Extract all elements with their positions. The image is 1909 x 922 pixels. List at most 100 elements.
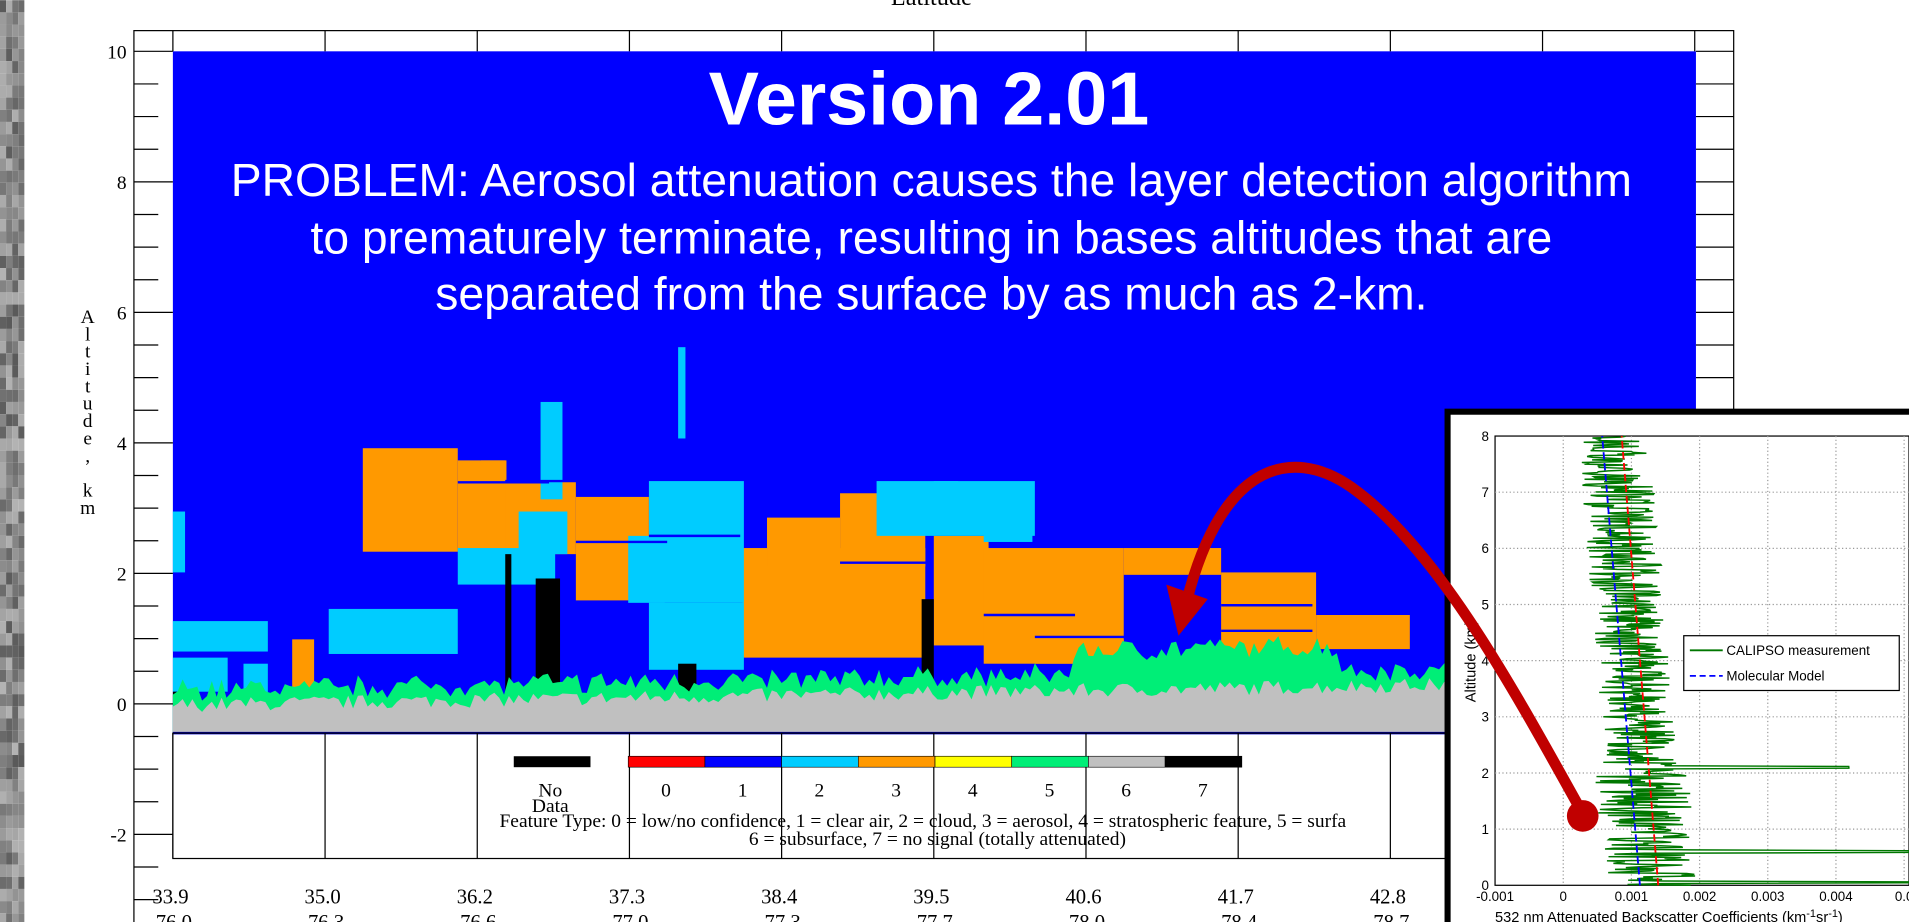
inset-x-tick-label: 0.0: [1895, 889, 1909, 904]
texture-cell: [6, 256, 12, 268]
texture-cell: [18, 512, 24, 524]
legend-label: 5: [1045, 780, 1055, 801]
texture-cell: [0, 183, 6, 195]
feature-block: [173, 512, 185, 573]
texture-cell: [12, 341, 18, 353]
texture-cell: [6, 244, 12, 256]
x-tick-label: -76.6: [453, 912, 496, 922]
texture-cell: [0, 390, 6, 402]
feature-block: [678, 347, 685, 438]
texture-cell: [12, 110, 18, 122]
x-tick-label: 35.0: [305, 887, 341, 909]
texture-cell: [0, 779, 6, 791]
texture-cell: [6, 524, 12, 536]
texture-cell: [0, 633, 6, 645]
legend-swatch: [705, 756, 782, 767]
inset-y-tick-label: 1: [1482, 822, 1489, 837]
texture-cell: [18, 779, 24, 791]
texture-cell: [18, 122, 24, 134]
texture-cell: [0, 865, 6, 877]
texture-cell: [12, 816, 18, 828]
texture-cell: [6, 37, 12, 49]
texture-cell: [6, 353, 12, 365]
texture-cell: [0, 353, 6, 365]
inset-y-tick-label: 8: [1482, 429, 1489, 444]
inset-x-axis-title: 532 nm Attenuated Backscatter Coefficien…: [1495, 908, 1843, 922]
texture-cell: [18, 365, 24, 377]
texture-cell: [6, 232, 12, 244]
texture-cell: [18, 341, 24, 353]
texture-cell: [6, 49, 12, 61]
texture-cell: [0, 280, 6, 292]
texture-cell: [12, 85, 18, 97]
texture-cell: [0, 207, 6, 219]
label-part: sr: [1816, 910, 1828, 922]
texture-cell: [18, 85, 24, 97]
x-tick-label: -78.7: [1366, 912, 1409, 922]
texture-cell: [18, 475, 24, 487]
texture-cell: [12, 682, 18, 694]
texture-cell: [18, 487, 24, 499]
texture-cell: [6, 305, 12, 317]
texture-cell: [0, 110, 6, 122]
problem-text: to prematurely terminate, resulting in b…: [311, 211, 1553, 263]
texture-cell: [12, 146, 18, 158]
texture-cell: [18, 268, 24, 280]
texture-cell: [6, 98, 12, 110]
texture-cell: [18, 329, 24, 341]
texture-cell: [12, 743, 18, 755]
feature-block: [934, 481, 958, 518]
texture-cell: [18, 232, 24, 244]
texture-cell: [6, 414, 12, 426]
texture-cell: [0, 792, 6, 804]
texture-cell: [6, 694, 12, 706]
texture-cell: [0, 134, 6, 146]
texture-cell: [0, 12, 6, 24]
texture-cell: [12, 451, 18, 463]
texture-cell: [0, 475, 6, 487]
texture-cell: [6, 268, 12, 280]
texture-cell: [12, 390, 18, 402]
texture-cell: [6, 840, 12, 852]
arrow-origin: [1567, 800, 1599, 832]
texture-cell: [12, 645, 18, 657]
texture-cell: [12, 792, 18, 804]
y-tick-label: 0: [117, 695, 127, 716]
texture-cell: [18, 414, 24, 426]
texture-cell: [18, 658, 24, 670]
texture-cell: [12, 658, 18, 670]
x-tick-label: -78.0: [1062, 912, 1105, 922]
inset-x-tick-label: 0.004: [1819, 889, 1853, 904]
inset-x-tick-label: 0: [1560, 889, 1567, 904]
texture-cell: [6, 390, 12, 402]
legend-swatch: [1165, 756, 1242, 767]
texture-cell: [0, 0, 6, 12]
texture-cell: [18, 146, 24, 158]
texture-cell: [0, 804, 6, 816]
problem-text: separated from the surface by as much as…: [435, 267, 1427, 319]
texture-cell: [6, 402, 12, 414]
feature-block: [1316, 615, 1410, 649]
texture-cell: [18, 134, 24, 146]
texture-cell: [18, 438, 24, 450]
texture-cell: [0, 365, 6, 377]
legend-swatch: [782, 756, 859, 767]
texture-cell: [12, 597, 18, 609]
texture-cell: [12, 901, 18, 913]
texture-cell: [0, 317, 6, 329]
texture-cell: [12, 438, 18, 450]
texture-cell: [0, 670, 6, 682]
texture-cell: [0, 548, 6, 560]
texture-cell: [6, 828, 12, 840]
texture-cell: [18, 877, 24, 889]
texture-cell: [0, 524, 6, 536]
texture-cell: [0, 536, 6, 548]
texture-cell: [6, 463, 12, 475]
texture-cell: [18, 463, 24, 475]
x-tick-label: -77.3: [758, 912, 801, 922]
texture-cell: [12, 73, 18, 85]
texture-cell: [6, 280, 12, 292]
texture-cell: [6, 572, 12, 584]
no-data-swatch: [514, 756, 591, 767]
texture-cell: [18, 244, 24, 256]
